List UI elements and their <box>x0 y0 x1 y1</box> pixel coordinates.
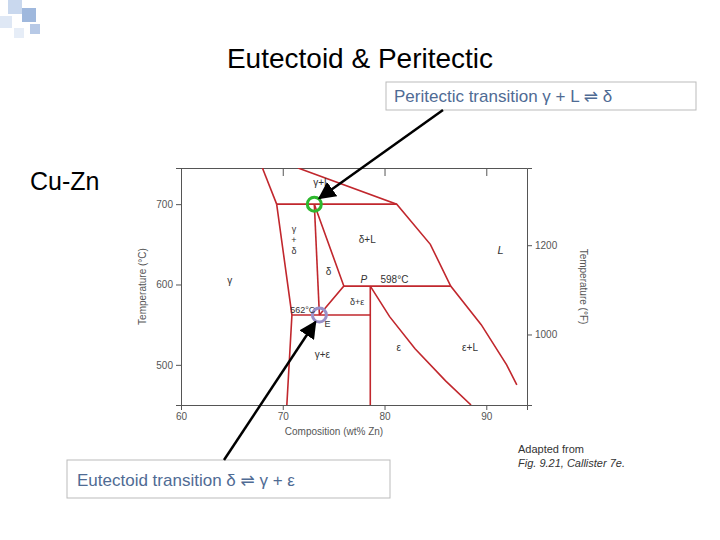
region-label: δ+L <box>359 234 376 245</box>
phase-boundary <box>277 203 397 205</box>
tick-label: 80 <box>379 411 391 422</box>
phase-boundary <box>370 286 471 405</box>
region-labels: γ+L γ+δ δ δ+L Lγ γ+ε ε ε+L δ+ε P 598°C 562°C E <box>227 177 503 361</box>
y-axis: 500 600 700 <box>156 169 181 406</box>
tick-mark <box>527 334 532 335</box>
axis-line <box>528 169 533 406</box>
tick: 700 <box>156 199 181 210</box>
y-axis-title: Temperature (°C) <box>137 248 148 325</box>
y2-axis: 1000 1200 <box>527 169 558 406</box>
tick: 1000 <box>527 329 558 340</box>
callout-box <box>67 460 390 498</box>
decor-square <box>22 8 36 22</box>
decoration <box>0 0 40 38</box>
phase-boundary <box>314 204 319 315</box>
region-label: δ <box>326 266 332 277</box>
tick-mark <box>527 245 532 246</box>
phase-boundary <box>314 204 344 315</box>
region-label: P <box>361 274 368 285</box>
tick-label: 70 <box>278 411 290 422</box>
axis-line <box>182 406 528 411</box>
slide: Eutectoid & Peritectic Cu-Zn 60 70 80 90 500 60… <box>0 0 720 540</box>
decor-square <box>30 24 40 34</box>
tick-mark <box>385 168 386 176</box>
tick: 90 <box>481 405 493 422</box>
tick: 600 <box>156 279 181 290</box>
tick-mark <box>283 168 284 176</box>
region-label: γ <box>227 275 232 286</box>
region-label: L <box>497 244 503 256</box>
x-axis: 60 70 80 90 <box>176 405 528 422</box>
axis-line <box>176 169 182 406</box>
tick: 80 <box>379 405 391 422</box>
region-label: ε+L <box>462 342 478 353</box>
tick-label: 1000 <box>535 329 558 340</box>
y2-axis-title: Temperature (°F) <box>578 249 589 325</box>
tick: 1200 <box>527 240 558 251</box>
region-label: 562°C <box>290 305 316 315</box>
tick-mark <box>486 168 487 176</box>
region-label: γ+L <box>313 177 330 188</box>
tick-mark <box>176 204 181 205</box>
region-label: ε <box>397 342 402 353</box>
tick: 60 <box>176 405 188 422</box>
callout-box <box>386 82 696 110</box>
decor-square <box>8 0 22 14</box>
phase-boundary <box>262 168 276 204</box>
tick-label: 600 <box>156 279 173 290</box>
tick-mark <box>486 405 487 410</box>
plot-area <box>262 168 516 405</box>
decor-square <box>14 28 24 38</box>
phase-boundary <box>369 286 371 405</box>
source-text: Adapted from <box>518 443 584 455</box>
region-label: 598°C <box>380 274 408 285</box>
phase-boundary <box>298 168 517 385</box>
tick-label: 500 <box>156 360 173 371</box>
phase-boundary <box>344 285 451 287</box>
callout-arrow <box>319 110 443 198</box>
region-label: δ+ε <box>350 297 364 307</box>
region-label: γ+ε <box>315 349 331 360</box>
tick-label: 700 <box>156 199 173 210</box>
callout-text: Peritectic transition γ + L ⇌ δ <box>394 87 612 106</box>
tick-mark <box>385 405 386 410</box>
axis-line <box>182 168 528 169</box>
tick-mark <box>283 405 284 410</box>
decor-square <box>0 16 12 28</box>
tick <box>486 168 487 176</box>
tick <box>283 168 284 176</box>
title: Eutectoid & Peritectic <box>227 43 493 74</box>
tick: 70 <box>278 405 290 422</box>
tick-label: 1200 <box>535 240 558 251</box>
region-label: γ+δ <box>291 224 296 256</box>
region-label: E <box>324 319 330 329</box>
tick-label: 60 <box>176 411 188 422</box>
callouts: Peritectic transition γ + L ⇌ δ Eutectoid… <box>67 82 696 498</box>
source-text: Fig. 9.21, Callister 7e. <box>518 457 625 469</box>
callout-arrow <box>224 322 315 460</box>
x-axis-title: Composition (wt% Zn) <box>285 426 383 437</box>
tick-mark <box>176 365 181 366</box>
highlight-point <box>307 197 321 211</box>
tick-label: 90 <box>481 411 493 422</box>
tick-mark <box>176 284 181 285</box>
callout-text: Eutectoid transition δ ⇌ γ + ε <box>77 471 295 490</box>
tick: 500 <box>156 360 181 371</box>
tick <box>385 168 386 176</box>
subtitle: Cu-Zn <box>30 167 99 195</box>
